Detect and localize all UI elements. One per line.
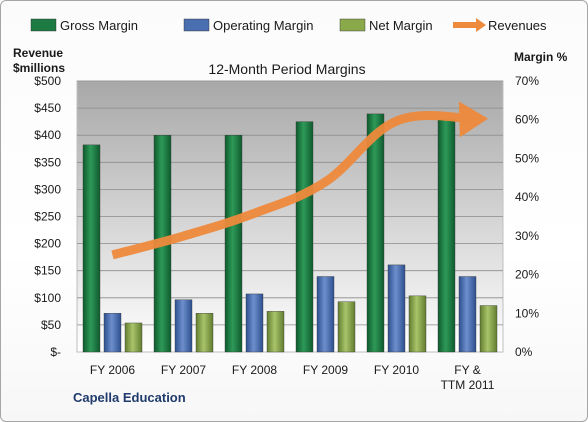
left-tick-label: $400 [34, 128, 61, 142]
left-tick-label: $300 [34, 182, 61, 196]
bar-gross-margin [437, 119, 456, 353]
revenue-line-path [111, 101, 489, 260]
right-tick-label: 30% [515, 229, 539, 243]
bar-gross-margin [295, 121, 314, 353]
category-label: FY 2006 [90, 363, 135, 377]
revenue-line [111, 101, 489, 260]
left-tick-label: $450 [34, 101, 61, 115]
bar-gross-margin [82, 144, 101, 353]
right-tick-label: 70% [515, 74, 539, 88]
bar-operating-margin [316, 276, 335, 353]
left-tick-label: $150 [34, 264, 61, 278]
bar-operating-margin [103, 313, 122, 353]
left-tick-label: $50 [41, 318, 61, 332]
bar-net-margin [337, 301, 356, 353]
category-label: FY 2008 [232, 363, 277, 377]
bar-operating-margin [245, 293, 264, 353]
chart-title: 12-Month Period Margins [208, 61, 365, 77]
category-label: FY 2009 [303, 363, 348, 377]
axes: $- $50 $100 $150 $200 $250 $300 $350 $400 $450 $50… [34, 74, 539, 392]
company-name: Capella Education [73, 390, 186, 405]
bar-net-margin [195, 313, 214, 353]
right-tick-label: 60% [515, 113, 539, 127]
right-tick-label: 20% [515, 268, 539, 282]
category-label: FY 2007 [161, 363, 206, 377]
legend-swatch-net-margin [339, 18, 366, 32]
bar-net-margin [479, 305, 498, 353]
left-tick-label: $100 [34, 291, 61, 305]
category-label: TTM 2011 [441, 378, 495, 392]
right-tick-label: 10% [515, 306, 539, 320]
bar-net-margin [408, 295, 427, 353]
bar-series [82, 113, 498, 353]
left-axis-label-line2: $millions [13, 61, 65, 75]
legend-label-net-margin: Net Margin [369, 18, 433, 33]
category-label: FY & [454, 363, 480, 377]
legend-label-operating-margin: Operating Margin [213, 18, 313, 33]
bar-net-margin [124, 322, 143, 353]
bar-gross-margin [224, 134, 243, 353]
right-axis-label: Margin % [514, 50, 568, 64]
legend-swatch-gross-margin [30, 18, 57, 32]
left-tick-label: $200 [34, 237, 61, 251]
left-tick-label: $250 [34, 210, 61, 224]
bar-operating-margin [458, 276, 477, 353]
right-tick-label: 40% [515, 190, 539, 204]
left-tick-label: $500 [34, 74, 61, 88]
left-tick-label: $- [50, 345, 61, 359]
bar-operating-margin [387, 264, 406, 353]
right-tick-label: 50% [515, 151, 539, 165]
legend-swatch-operating-margin [183, 18, 210, 32]
category-label: FY 2010 [374, 363, 419, 377]
bar-gross-margin [366, 113, 385, 353]
bar-operating-margin [174, 299, 193, 353]
legend-label-gross-margin: Gross Margin [60, 18, 138, 33]
gridlines [77, 80, 503, 326]
bar-net-margin [266, 311, 285, 353]
right-tick-label: 0% [515, 345, 533, 359]
legend-arrow-revenues [476, 18, 486, 32]
legend-label-revenues: Revenues [488, 18, 547, 33]
left-tick-label: $350 [34, 155, 61, 169]
left-axis-label-line1: Revenue [13, 46, 63, 60]
legend: Gross Margin Operating Margin Net Margin Re… [30, 18, 547, 33]
